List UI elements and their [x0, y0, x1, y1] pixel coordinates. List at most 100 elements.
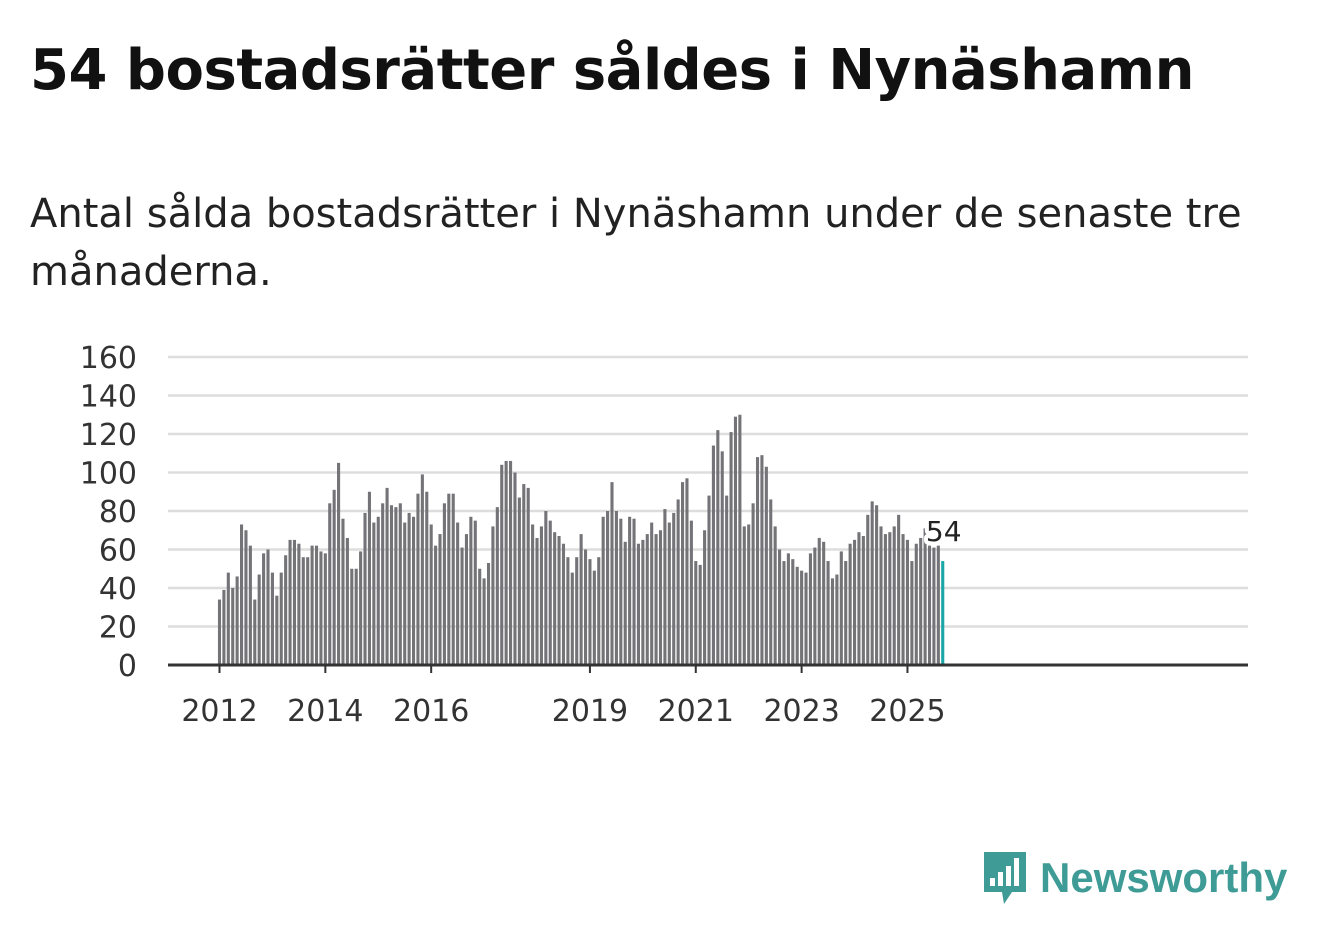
bar [244, 530, 248, 665]
bar [486, 562, 491, 665]
bar [539, 526, 543, 665]
bar [733, 416, 738, 665]
bar [478, 568, 482, 665]
bar [575, 557, 579, 665]
bar [764, 466, 768, 665]
bar [857, 532, 861, 665]
bar [610, 482, 614, 666]
x-tick-label: 2019 [552, 694, 628, 729]
highlight-value-label: 54 [926, 515, 962, 548]
bar [407, 512, 411, 665]
bar [509, 460, 513, 665]
bar [310, 545, 314, 665]
bar [707, 495, 711, 665]
bar [839, 551, 843, 665]
bar [253, 599, 257, 665]
bar [623, 541, 627, 665]
bar [226, 572, 230, 665]
bar [760, 455, 764, 665]
y-tick-label: 100 [80, 457, 137, 492]
bar [923, 528, 927, 665]
bar [381, 503, 385, 665]
brand-name: Newsworthy [1040, 854, 1288, 901]
bar [288, 539, 292, 666]
bar [676, 499, 680, 665]
bar [927, 545, 932, 665]
bar [495, 507, 499, 665]
bar [844, 561, 848, 665]
bar [557, 536, 561, 665]
bar [597, 557, 601, 665]
bar [632, 518, 636, 665]
bar [914, 543, 918, 665]
bar [650, 522, 654, 665]
bar [755, 457, 760, 665]
bar [672, 512, 676, 665]
bar [416, 493, 420, 665]
bar [747, 524, 751, 665]
bar [262, 553, 266, 665]
bar [526, 487, 530, 665]
bar [341, 518, 345, 665]
bar [932, 547, 936, 665]
bar [500, 464, 504, 665]
bar [892, 526, 896, 665]
y-tick-label: 120 [80, 418, 137, 453]
bar [681, 482, 685, 666]
bar [822, 541, 826, 665]
bar [786, 553, 790, 665]
bar [720, 451, 724, 665]
bar [376, 516, 380, 665]
bar [888, 532, 892, 665]
bar [522, 484, 526, 665]
bar [919, 537, 923, 665]
bar [905, 539, 910, 666]
y-tick-label: 40 [99, 572, 137, 607]
bar [791, 559, 795, 666]
bar [328, 503, 332, 665]
bar [257, 574, 261, 665]
bar [795, 566, 799, 665]
bar [398, 503, 402, 665]
bar [438, 534, 442, 665]
bar [667, 522, 671, 665]
bar [284, 555, 288, 665]
bar [689, 520, 693, 666]
bar [870, 501, 874, 666]
x-tick-label: 2012 [181, 694, 257, 729]
bar [861, 536, 865, 665]
bar [270, 572, 274, 665]
bar [835, 574, 839, 665]
value-label-halo: 54 [926, 515, 962, 548]
y-tick-label: 160 [80, 341, 137, 376]
bar [292, 539, 297, 666]
bar [936, 545, 940, 665]
bar [852, 539, 857, 666]
bar [367, 491, 371, 665]
bar [910, 561, 914, 665]
bar [883, 534, 887, 665]
y-tick-label: 20 [99, 611, 137, 646]
bar [420, 474, 424, 665]
bar [403, 522, 407, 665]
bar [531, 524, 535, 665]
x-tick-label: 2023 [763, 694, 839, 729]
bar [460, 547, 464, 665]
newsworthy-logo-icon [984, 852, 1026, 904]
bar [504, 460, 508, 665]
bar [826, 561, 830, 665]
bar [897, 514, 901, 665]
bar [385, 487, 389, 665]
bar [456, 522, 460, 665]
bar [658, 530, 663, 665]
bar [583, 549, 588, 665]
bar [588, 559, 592, 666]
bar [411, 516, 416, 665]
bar [782, 561, 786, 665]
bar [830, 578, 835, 666]
bar [725, 495, 729, 665]
bar [742, 526, 746, 665]
bar [429, 524, 433, 665]
bar [275, 595, 279, 665]
